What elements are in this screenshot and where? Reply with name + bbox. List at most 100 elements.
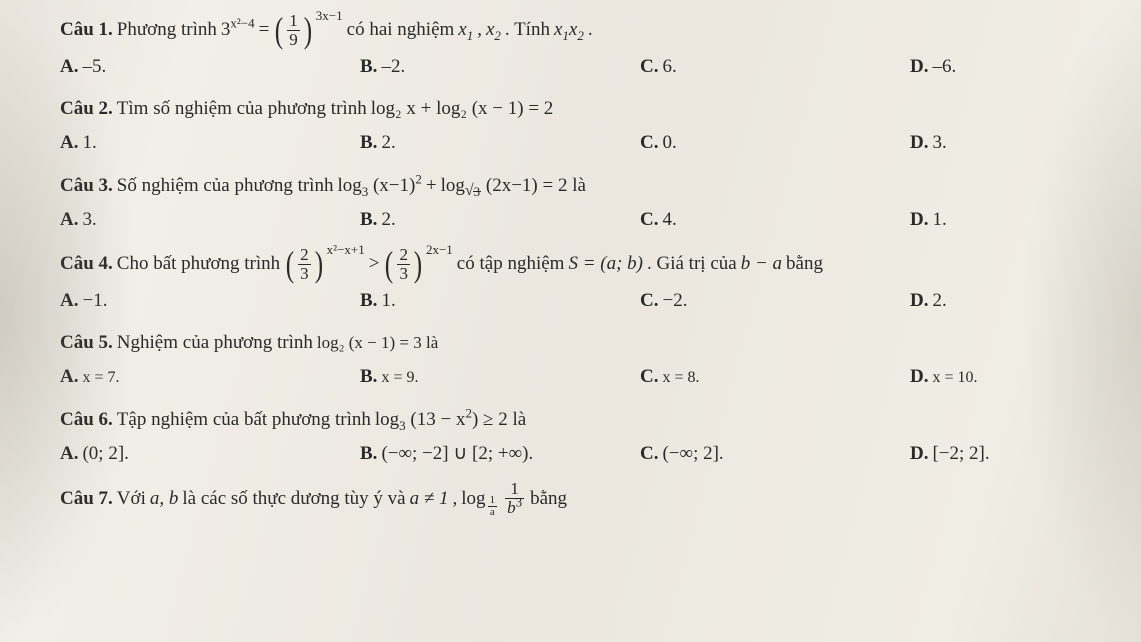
- question-2-choices: A.1. B.2. C.0. D.3.: [60, 127, 1101, 159]
- q7-cond: a ≠ 1: [410, 483, 449, 515]
- q3-choice-b: B.2.: [360, 204, 640, 236]
- q3-choice-a: A.3.: [60, 204, 360, 236]
- q2-choice-c: C.0.: [640, 127, 910, 159]
- q7-log: log 1 a 1 b3: [461, 480, 526, 517]
- question-2-label: Câu 2.: [60, 93, 113, 125]
- q7-logbase-frac: 1 a: [488, 495, 498, 519]
- q4-p2: ( 23 ): [383, 246, 424, 283]
- question-7-label: Câu 7.: [60, 483, 113, 515]
- q1-frac: 1 9: [287, 12, 300, 49]
- q7-text-d: bằng: [530, 483, 567, 515]
- q5-choice-d: D.x = 10.: [910, 361, 1110, 393]
- q1-text-a: Phương trình: [117, 14, 217, 46]
- q1-choice-b-text: –2.: [381, 51, 405, 83]
- q1-choice-d: D.–6.: [910, 51, 1110, 83]
- q1-base: 3: [221, 19, 231, 40]
- q1-prod: x1x2: [554, 14, 584, 46]
- opt-c-label: C.: [640, 51, 658, 83]
- question-5-stem: Câu 5. Nghiệm của phương trình log₂ (x −…: [60, 327, 1101, 359]
- left-paren-icon: (: [385, 250, 393, 279]
- q6-choice-a: A.(0; 2].: [60, 438, 360, 470]
- opt-d-label: D.: [910, 51, 928, 83]
- question-7-stem: Câu 7. Với a, b là các số thực dương tùy…: [60, 480, 1101, 517]
- q4-p1: ( 23 ): [284, 246, 325, 283]
- q4-text-b: có tập nghiệm: [457, 248, 565, 280]
- q2-text-a: Tìm số nghiệm của phương trình: [117, 93, 367, 125]
- q7-text-b: là các số thực dương tùy ý và: [182, 483, 405, 515]
- q1-eq: =: [259, 14, 270, 46]
- q4-choice-d: D.2.: [910, 285, 1110, 317]
- q2-choice-a: A.1.: [60, 127, 360, 159]
- q6-choice-c: C.(−∞; 2].: [640, 438, 910, 470]
- q5-expr: log₂ (x − 1) = 3 là: [317, 329, 438, 358]
- q3-text-a: Số nghiệm của phương trình: [117, 170, 334, 202]
- q3-choice-d: D.1.: [910, 204, 1110, 236]
- q4-setS: S = (a; b): [568, 248, 643, 280]
- question-3-choices: A.3. B.2. C.4. D.1.: [60, 204, 1101, 236]
- q1-comma: ,: [477, 14, 482, 46]
- q1-choice-a-text: –5.: [82, 51, 106, 83]
- q4-p1-exp: x²−x+1: [327, 239, 365, 261]
- question-4-label: Câu 4.: [60, 248, 113, 280]
- q1-choice-a: A.–5.: [60, 51, 360, 83]
- q1-text-d: .: [588, 14, 593, 46]
- q1-choice-d-text: –6.: [932, 51, 956, 83]
- q1-x1: x1: [458, 14, 473, 46]
- q1-frac-num: 1: [287, 12, 300, 30]
- right-paren-icon: ): [414, 250, 422, 279]
- question-6-stem: Câu 6. Tập nghiệm của bất phương trình l…: [60, 404, 1101, 436]
- question-3-label: Câu 3.: [60, 170, 113, 202]
- question-2-stem: Câu 2. Tìm số nghiệm của phương trình lo…: [60, 93, 1101, 125]
- right-paren-icon: ): [304, 16, 312, 45]
- question-5: Câu 5. Nghiệm của phương trình log₂ (x −…: [60, 327, 1101, 394]
- question-4-stem: Câu 4. Cho bất phương trình ( 23 ) x²−x+…: [60, 246, 1101, 283]
- q6-expr: log3 (13 − x2) ≥ 2 là: [375, 404, 526, 436]
- left-paren-icon: (: [286, 250, 294, 279]
- q1-choice-c-text: 6.: [662, 51, 676, 83]
- q1-text-c: . Tính: [505, 14, 550, 46]
- q1-x2: x2: [486, 14, 501, 46]
- q6-choice-b: B.(−∞; −2] ∪ [2; +∞).: [360, 438, 640, 470]
- question-7: Câu 7. Với a, b là các số thực dương tùy…: [60, 480, 1101, 517]
- q1-paren-frac: ( 1 9 ): [273, 12, 314, 49]
- q2-expr: log₂ x + log₂ (x − 1) = 2: [371, 93, 554, 125]
- q3-choice-c: C.4.: [640, 204, 910, 236]
- q7-vars: a, b: [150, 483, 179, 515]
- question-5-label: Câu 5.: [60, 327, 113, 359]
- question-4-choices: A.−1. B.1. C.−2. D.2.: [60, 285, 1101, 317]
- q6-text-a: Tập nghiệm của bất phương trình: [117, 404, 371, 436]
- q7-arg-frac: 1 b3: [505, 480, 524, 517]
- question-6-label: Câu 6.: [60, 404, 113, 436]
- q6-choice-d: D.[−2; 2].: [910, 438, 1110, 470]
- q1-exp: x²−4: [230, 16, 254, 31]
- question-5-choices: A.x = 7. B.x = 9. C.x = 8. D.x = 10.: [60, 361, 1101, 393]
- q4-text-c: . Giá trị của: [647, 248, 737, 280]
- question-2: Câu 2. Tìm số nghiệm của phương trình lo…: [60, 93, 1101, 160]
- left-paren-icon: (: [275, 16, 283, 45]
- q5-choice-c: C.x = 8.: [640, 361, 910, 393]
- q3-term2: log√3 (2x−1) = 2 là: [441, 170, 586, 202]
- q1-choice-b: B.–2.: [360, 51, 640, 83]
- q1-lhs: 3x²−4: [221, 14, 255, 46]
- question-6: Câu 6. Tập nghiệm của bất phương trình l…: [60, 404, 1101, 471]
- q1-text-b: có hai nghiệm: [347, 14, 455, 46]
- q4-gt: >: [369, 248, 380, 280]
- question-1-stem: Câu 1. Phương trình 3x²−4 = ( 1 9 ) 3x−1…: [60, 12, 1101, 49]
- q4-choice-b: B.1.: [360, 285, 640, 317]
- q1-frac-den: 9: [287, 30, 300, 49]
- opt-b-label: B.: [360, 51, 377, 83]
- q2-choice-b: B.2.: [360, 127, 640, 159]
- sqrt-icon: √3: [465, 191, 481, 192]
- q7-text-a: Với: [117, 483, 146, 515]
- q4-text-d: bằng: [786, 248, 823, 280]
- q5-text-a: Nghiệm của phương trình: [117, 327, 313, 359]
- question-6-choices: A.(0; 2]. B.(−∞; −2] ∪ [2; +∞). C.(−∞; 2…: [60, 438, 1101, 470]
- opt-a-label: A.: [60, 51, 78, 83]
- q3-plus: +: [426, 170, 437, 202]
- question-4: Câu 4. Cho bất phương trình ( 23 ) x²−x+…: [60, 246, 1101, 317]
- question-3-stem: Câu 3. Số nghiệm của phương trình log3 (…: [60, 170, 1101, 202]
- question-1-choices: A.–5. B.–2. C.6. D.–6.: [60, 51, 1101, 83]
- q7-text-c: ,: [453, 483, 458, 515]
- q4-choice-a: A.−1.: [60, 285, 360, 317]
- question-1-label: Câu 1.: [60, 14, 113, 46]
